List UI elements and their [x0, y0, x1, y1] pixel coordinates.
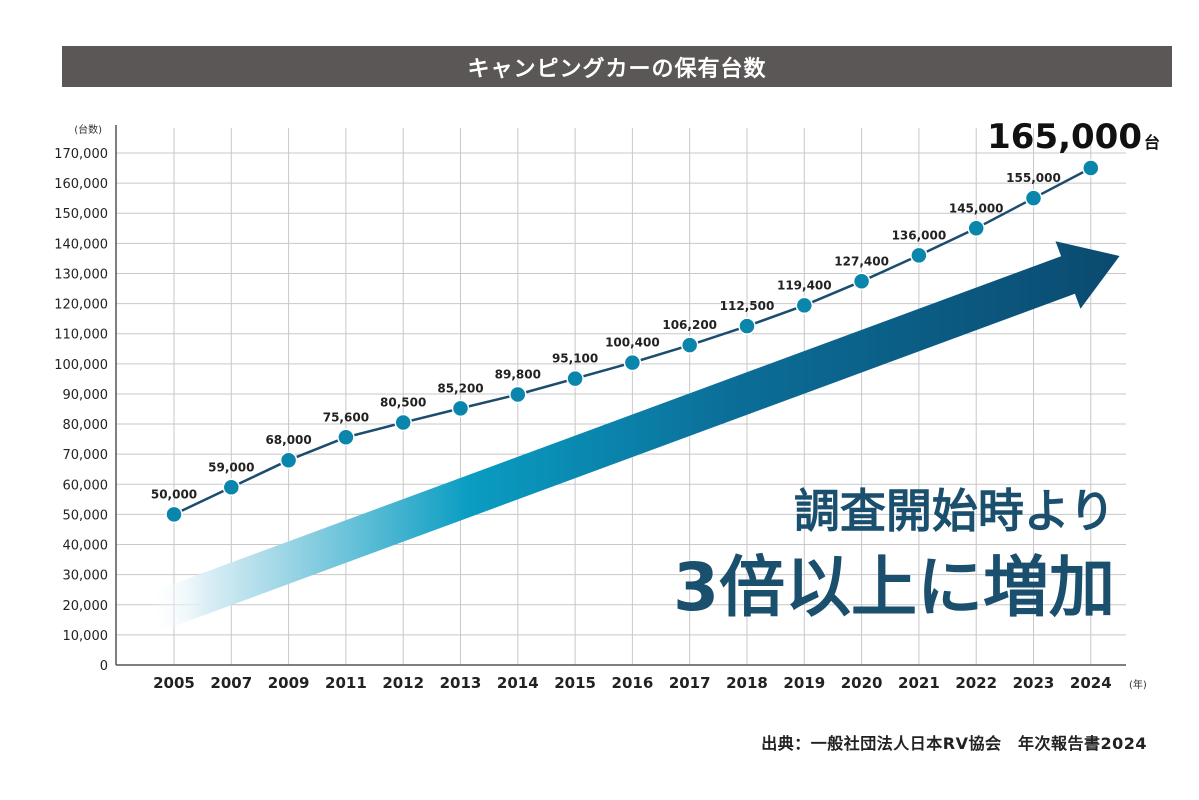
y-tick-label: 110,000 [54, 328, 108, 343]
x-tick-label: 2021 [898, 674, 940, 692]
data-label: 50,000 [151, 487, 197, 501]
x-tick-label: 2023 [1013, 674, 1055, 692]
data-point [394, 413, 412, 432]
data-point [967, 219, 985, 238]
y-tick-label: 160,000 [54, 177, 108, 192]
data-point [279, 451, 298, 469]
y-tick-label: 130,000 [54, 267, 108, 282]
data-point [852, 272, 871, 291]
source-note: 出典：一般社団法人日本RV協会 年次報告書2024 [761, 734, 1147, 753]
y-tick-label: 90,000 [63, 388, 109, 403]
trend-arrow [148, 241, 1120, 631]
data-point [566, 369, 584, 388]
data-point [623, 353, 642, 372]
y-tick-label: 120,000 [54, 298, 108, 313]
y-tick-label: 30,000 [63, 569, 109, 584]
data-label: 68,000 [265, 433, 311, 447]
x-tick-label: 2024 [1070, 674, 1112, 692]
data-point [1082, 159, 1100, 177]
y-tick-label: 40,000 [63, 539, 109, 554]
highlight-label: 165,000 台 [987, 117, 1160, 157]
data-label: 59,000 [208, 460, 254, 474]
annotation: 調査開始時より 3倍以上に増加 [673, 484, 1115, 626]
chart-title: キャンピングカーの保有台数 [62, 46, 1172, 87]
data-label: 89,800 [495, 368, 541, 382]
data-point [795, 296, 814, 315]
data-point [451, 399, 470, 418]
y-tick-label: 0 [100, 659, 108, 674]
y-tick-label: 150,000 [54, 207, 108, 222]
x-tick-label: 2005 [153, 674, 195, 692]
data-label: 80,500 [380, 396, 426, 410]
y-tick-label: 50,000 [63, 508, 109, 523]
x-tick-label: 2013 [440, 674, 482, 692]
annotation-line-2: 3倍以上に増加 [673, 549, 1115, 626]
x-tick-label: 2022 [955, 674, 997, 692]
data-label: 95,100 [552, 352, 598, 366]
data-point [738, 317, 756, 335]
data-label: 119,400 [777, 278, 832, 292]
data-label: 145,000 [949, 201, 1004, 215]
data-point [1024, 189, 1043, 207]
y-tick-label: 20,000 [63, 599, 109, 614]
data-label: 85,200 [437, 381, 483, 395]
data-point [165, 505, 183, 524]
data-point [509, 385, 527, 404]
y-tick-label: 10,000 [63, 629, 109, 644]
x-tick-label: 2016 [612, 674, 654, 692]
x-axis-label: (年) [1129, 678, 1147, 691]
data-label: 100,400 [605, 336, 660, 350]
data-point [910, 246, 928, 265]
annotation-line-1: 調査開始時より [794, 484, 1115, 538]
x-tick-label: 2007 [210, 674, 252, 692]
data-point [337, 428, 355, 447]
y-tick-label: 170,000 [54, 147, 108, 162]
data-point [680, 336, 699, 354]
data-label: 136,000 [892, 228, 947, 242]
y-tick-label: 80,000 [63, 418, 109, 433]
data-point [222, 478, 241, 497]
x-tick-label: 2009 [268, 674, 310, 692]
x-tick-label: 2015 [554, 674, 596, 692]
x-tick-label: 2017 [669, 674, 711, 692]
highlight-value: 165,000 [987, 117, 1142, 157]
axes: 0 10,000 20,000 30,000 40,000 50,000 60,000 70,… [54, 123, 1147, 692]
x-tick-label: 2019 [783, 674, 825, 692]
y-tick-label: 140,000 [54, 237, 108, 252]
x-tick-label: 2018 [726, 674, 768, 692]
data-label: 155,000 [1006, 171, 1061, 185]
y-tick-label: 100,000 [54, 358, 108, 373]
highlight-unit: 台 [1144, 133, 1160, 152]
y-axis-label: (台数) [74, 123, 102, 136]
y-tick-label: 70,000 [63, 448, 109, 463]
data-label: 127,400 [834, 254, 889, 268]
data-labels: 50,000 59,000 68,000 75,600 80,500 85,200 89,8… [151, 171, 1061, 501]
data-label: 112,500 [720, 299, 775, 313]
x-tick-label: 2020 [841, 674, 883, 692]
series-line [165, 159, 1100, 524]
data-label: 106,200 [662, 318, 717, 332]
x-tick-label: 2011 [325, 674, 367, 692]
data-label: 75,600 [323, 410, 369, 424]
x-tick-label: 2014 [497, 674, 539, 692]
y-tick-label: 60,000 [63, 478, 109, 493]
x-tick-label: 2012 [382, 674, 424, 692]
